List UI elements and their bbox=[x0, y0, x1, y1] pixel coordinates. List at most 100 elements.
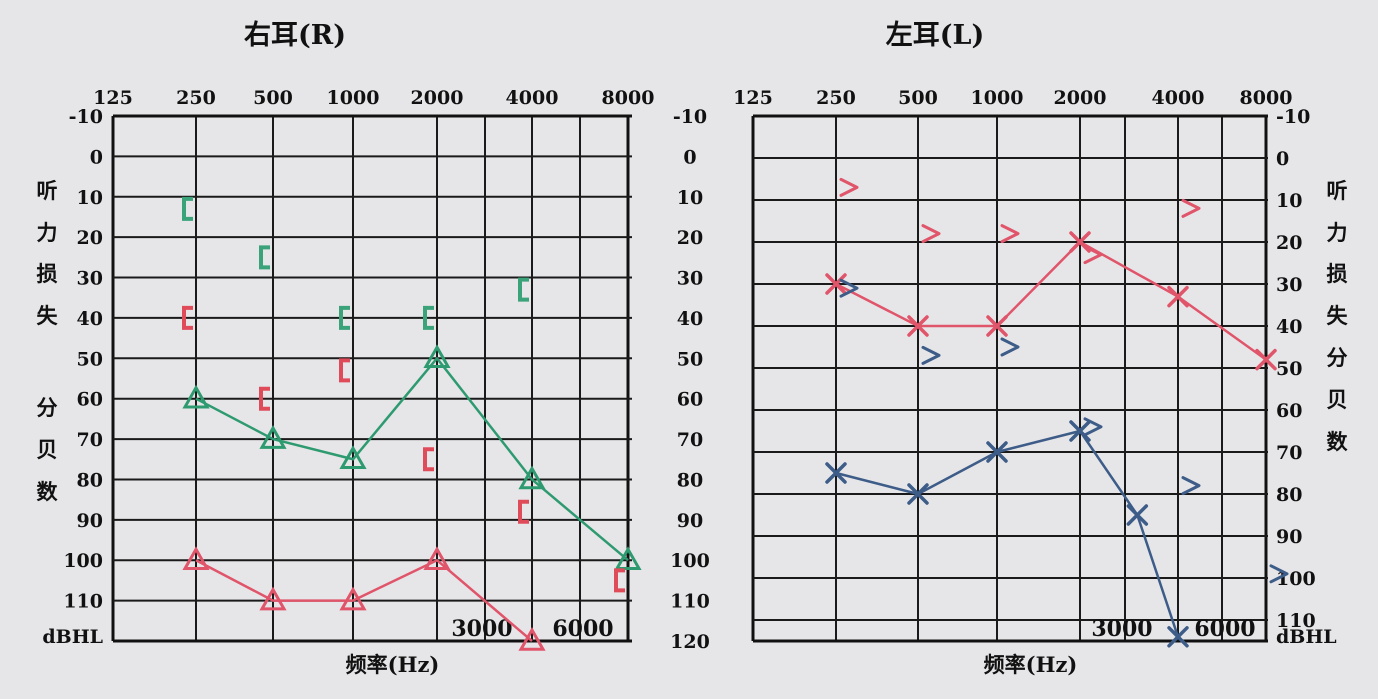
right-series-3-point-4 bbox=[518, 499, 529, 524]
center-db-label-60: 60 bbox=[677, 389, 703, 411]
right-series-1-line bbox=[195, 558, 533, 642]
right-db-label-0: 0 bbox=[90, 146, 103, 168]
center-db-label-20: 20 bbox=[677, 227, 703, 249]
left-vertical-caption-4: 分 bbox=[1327, 345, 1348, 370]
right-note-6000: 6000 bbox=[552, 616, 613, 642]
left-freq-label-500: 500 bbox=[898, 87, 938, 109]
left-series-1-point-1 bbox=[907, 483, 929, 505]
right-series-0-point-1 bbox=[259, 425, 287, 449]
left-series-1-point-5 bbox=[1167, 626, 1189, 648]
right-freq-label-500: 500 bbox=[253, 87, 293, 109]
left-series-3-point-2 bbox=[1000, 337, 1020, 357]
left-series-0-point-0 bbox=[825, 273, 847, 295]
right-freq-label-1000: 1000 bbox=[327, 87, 380, 109]
center-db-label-30: 30 bbox=[677, 268, 703, 290]
grid-layer bbox=[111, 114, 1268, 643]
right-db-label-100: 100 bbox=[63, 550, 103, 572]
right-db-label-40: 40 bbox=[77, 308, 103, 330]
right-series-3-point-5 bbox=[614, 568, 625, 593]
left-freq-label-8000: 8000 bbox=[1240, 87, 1293, 109]
left-series-0-line bbox=[835, 240, 1267, 361]
right-vertical-caption-5: 贝 bbox=[37, 437, 58, 462]
left-ear-title: 左耳(L) bbox=[886, 20, 985, 51]
left-db-label--10: -10 bbox=[1276, 106, 1310, 128]
right-series-1-point-0 bbox=[182, 546, 210, 570]
left-series-1-point-2 bbox=[986, 441, 1008, 463]
right-series-1-point-4 bbox=[518, 626, 546, 651]
right-series-3-point-2 bbox=[339, 358, 350, 383]
right-series-1-point-1 bbox=[259, 586, 287, 611]
left-series-1-point-0 bbox=[825, 462, 847, 484]
right-db-label-90: 90 bbox=[77, 510, 103, 532]
right-vertical-caption-3: 失 bbox=[37, 303, 59, 328]
left-note-3000: 3000 bbox=[1091, 616, 1152, 642]
right-series-2-point-1 bbox=[259, 245, 270, 270]
left-db-label-0: 0 bbox=[1276, 148, 1289, 170]
left-series-2-point-4 bbox=[1181, 198, 1201, 218]
right-series-3-point-1 bbox=[259, 386, 270, 411]
right-series-0-point-3 bbox=[423, 344, 451, 369]
center-db-label-40: 40 bbox=[677, 308, 703, 330]
right-series-0-point-5 bbox=[614, 546, 642, 570]
center-db-label-70: 70 bbox=[677, 429, 703, 451]
center-db-label-90: 90 bbox=[677, 510, 703, 532]
left-series-0-point-2 bbox=[986, 315, 1008, 337]
right-db-label-60: 60 bbox=[77, 389, 103, 411]
center-db-label-0: 0 bbox=[683, 146, 696, 168]
left-vertical-caption-2: 损 bbox=[1327, 261, 1348, 286]
right-xaxis-label: 频率(Hz) bbox=[346, 652, 440, 677]
right-series-1-point-2 bbox=[339, 586, 367, 611]
right-note-3000: 3000 bbox=[451, 616, 512, 642]
center-db-label-10: 10 bbox=[677, 187, 703, 209]
right-freq-label-250: 250 bbox=[176, 87, 216, 109]
right-freq-label-4000: 4000 bbox=[506, 87, 559, 109]
center-db-label-50: 50 bbox=[677, 348, 703, 370]
right-db-label-20: 20 bbox=[77, 227, 103, 249]
left-freq-label-1000: 1000 bbox=[971, 87, 1024, 109]
left-series-2-point-3 bbox=[1083, 245, 1103, 265]
left-freq-label-4000: 4000 bbox=[1152, 87, 1205, 109]
left-series-3-point-5 bbox=[1269, 564, 1289, 584]
left-db-label-40: 40 bbox=[1276, 316, 1302, 338]
left-vertical-caption-6: 数 bbox=[1327, 429, 1349, 454]
left-vertical-caption-5: 贝 bbox=[1327, 387, 1348, 412]
right-vertical-caption-6: 数 bbox=[37, 479, 59, 504]
right-db-label-80: 80 bbox=[77, 469, 103, 491]
right-unit-label: dBHL bbox=[42, 626, 103, 648]
right-db-label-70: 70 bbox=[77, 429, 103, 451]
right-freq-label-8000: 8000 bbox=[602, 87, 655, 109]
right-series-3-point-0 bbox=[182, 305, 193, 330]
right-vertical-caption-1: 力 bbox=[37, 220, 58, 245]
right-series-0-point-2 bbox=[339, 445, 367, 470]
right-vertical-caption-4: 分 bbox=[37, 395, 58, 420]
left-series-0-point-5 bbox=[1255, 348, 1277, 371]
right-series-2-point-0 bbox=[182, 196, 193, 221]
left-series-1-point-3 bbox=[1069, 420, 1091, 442]
left-xaxis-label: 频率(Hz) bbox=[984, 652, 1078, 677]
left-series-1-point-4 bbox=[1126, 504, 1149, 526]
right-series-0-point-4 bbox=[518, 465, 546, 490]
left-series-2-point-0 bbox=[839, 177, 859, 197]
left-series-3-point-3 bbox=[1083, 417, 1103, 437]
left-db-label-90: 90 bbox=[1276, 526, 1302, 548]
right-series-2-point-4 bbox=[518, 277, 529, 302]
right-db-label-30: 30 bbox=[77, 268, 103, 290]
right-freq-label-125: 125 bbox=[93, 87, 133, 109]
left-unit-label: dBHL bbox=[1276, 626, 1337, 648]
left-freq-label-250: 250 bbox=[816, 87, 856, 109]
left-db-label-110: 110 bbox=[1276, 610, 1316, 632]
right-vertical-caption-0: 听 bbox=[37, 178, 58, 203]
left-db-label-50: 50 bbox=[1276, 358, 1302, 380]
data-layer bbox=[182, 177, 1289, 651]
left-db-label-10: 10 bbox=[1276, 190, 1302, 212]
right-ear-title: 右耳(R) bbox=[244, 20, 346, 51]
center-db-label-120: 120 bbox=[670, 631, 710, 653]
left-series-3-point-1 bbox=[921, 345, 941, 365]
left-db-label-20: 20 bbox=[1276, 232, 1302, 254]
left-series-1-line bbox=[835, 429, 1180, 638]
right-series-1-point-3 bbox=[423, 546, 451, 570]
right-freq-label-2000: 2000 bbox=[411, 87, 464, 109]
left-series-2-point-1 bbox=[921, 224, 941, 244]
left-series-3-point-4 bbox=[1181, 476, 1201, 496]
